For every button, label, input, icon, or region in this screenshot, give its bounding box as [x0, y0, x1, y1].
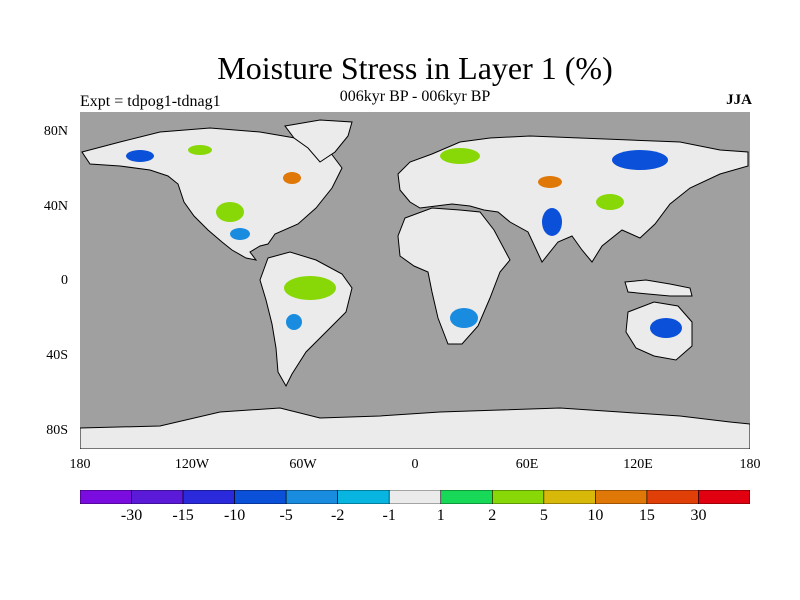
season-label: JJA — [726, 92, 752, 108]
lon-tick-60w: 60W — [289, 457, 317, 472]
anomaly-patches — [126, 145, 682, 338]
colorbar-swatch — [234, 490, 287, 504]
colorbar-swatch — [337, 490, 390, 504]
lon-tick-180e: 180 — [739, 457, 761, 472]
lon-tick-180w: 180 — [69, 457, 91, 472]
colorbar-label: -10 — [223, 507, 246, 524]
colorbar-label: 5 — [539, 507, 548, 524]
patch — [284, 276, 336, 300]
patch — [283, 172, 301, 184]
colorbar-label: 15 — [638, 507, 655, 524]
colorbar-label: 1 — [436, 507, 445, 524]
lat-tick-40n: 40N — [43, 199, 68, 214]
colorbar-swatch — [543, 490, 596, 504]
lat-tick-0: 0 — [61, 273, 68, 288]
patch — [450, 308, 478, 328]
patch — [596, 194, 624, 210]
patch — [440, 148, 480, 164]
patch — [542, 208, 562, 236]
colorbar-swatch — [131, 490, 184, 504]
colorbar-label: -15 — [172, 507, 194, 524]
africa — [397, 207, 511, 345]
indonesia — [624, 279, 693, 297]
lat-tick-80s: 80S — [46, 423, 68, 438]
patch — [286, 314, 302, 330]
lon-tick-120e: 120E — [623, 457, 653, 472]
colorbar-label: 30 — [690, 507, 707, 524]
lat-tick-80n: 80N — [43, 124, 68, 139]
patch — [612, 150, 668, 170]
colorbar-label: -1 — [382, 507, 396, 524]
colorbar-swatch — [182, 490, 235, 504]
patch — [188, 145, 212, 155]
lon-tick-120w: 120W — [174, 457, 210, 472]
lat-tick-40s: 40S — [46, 348, 68, 363]
colorbar-swatch — [595, 490, 648, 504]
colorbar-swatch — [440, 490, 493, 504]
colorbar — [80, 490, 750, 504]
chart-subtitle: 006kyr BP - 006kyr BP — [339, 88, 491, 105]
colorbar-swatch — [285, 490, 338, 504]
lon-tick-0: 0 — [411, 457, 419, 472]
patch — [126, 150, 154, 162]
colorbar-label: -5 — [279, 507, 293, 524]
colorbar-swatch — [80, 490, 132, 504]
colorbar-label: 2 — [488, 507, 497, 524]
colorbar-label: -30 — [120, 507, 143, 524]
europe-asia — [397, 135, 749, 263]
patch — [650, 318, 682, 338]
world-map — [80, 112, 750, 449]
colorbar-swatch — [698, 490, 750, 504]
lon-tick-60e: 60E — [515, 457, 539, 472]
colorbar-label: -2 — [331, 507, 345, 524]
experiment-label: Expt = tdpog1-tdnag1 — [80, 93, 221, 110]
colorbar-swatch — [388, 490, 442, 504]
greenland — [284, 119, 353, 163]
patch — [538, 176, 562, 188]
colorbar-label: 10 — [587, 507, 604, 524]
patch — [230, 228, 250, 240]
patch — [216, 202, 244, 222]
colorbar-swatch — [492, 490, 545, 504]
colorbar-swatch — [646, 490, 699, 504]
antarctica — [80, 407, 750, 449]
chart-title: Moisture Stress in Layer 1 (%) — [217, 50, 613, 86]
